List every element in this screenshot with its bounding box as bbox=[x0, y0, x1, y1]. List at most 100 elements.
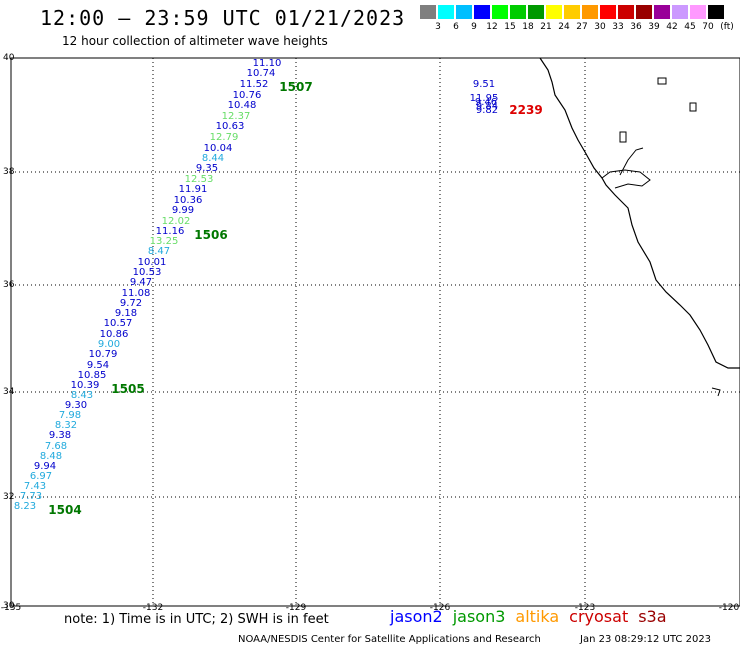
scale-label: 45 bbox=[684, 22, 696, 32]
wave-height-label: 9.54 bbox=[87, 360, 109, 371]
scale-swatch bbox=[456, 5, 472, 19]
wave-height-label: 10.63 bbox=[216, 121, 245, 132]
latitude-label: 30 bbox=[3, 601, 15, 611]
scale-swatch bbox=[672, 5, 688, 19]
wave-height-label: 10.86 bbox=[100, 329, 129, 340]
legend-s3a: s3a bbox=[638, 607, 667, 626]
latitude-label: 32 bbox=[3, 492, 14, 502]
wave-height-label: 11.91 bbox=[179, 184, 208, 195]
longitude-label: -126 bbox=[430, 603, 451, 613]
latitude-label: 34 bbox=[3, 387, 15, 397]
footer-note: note: 1) Time is in UTC; 2) SWH is in fe… bbox=[64, 612, 329, 627]
wave-height-label: 10.57 bbox=[104, 318, 133, 329]
wave-height-label: 11.95 bbox=[470, 93, 499, 104]
bay-inlet bbox=[619, 147, 644, 176]
wave-height-label: 9.00 bbox=[98, 339, 120, 350]
footer-timestamp: Jan 23 08:29:12 UTC 2023 bbox=[580, 634, 712, 645]
wave-height-label: 8.47 bbox=[148, 246, 170, 257]
legend-cryosat: cryosat bbox=[569, 607, 629, 626]
scale-swatch bbox=[636, 5, 652, 19]
wave-height-label: 12.53 bbox=[185, 174, 214, 185]
wave-height-label: 9.46 bbox=[475, 97, 497, 108]
longitude-label: -132 bbox=[143, 603, 163, 613]
wave-height-label: 8.48 bbox=[40, 451, 62, 462]
wave-height-label: 11.10 bbox=[253, 58, 282, 69]
pass-number-label: 1507 bbox=[279, 80, 312, 94]
wave-height-label: 10.85 bbox=[78, 370, 107, 381]
scale-swatch bbox=[618, 5, 634, 19]
longitude-label: -120 bbox=[719, 603, 740, 613]
scale-swatch bbox=[690, 5, 706, 19]
wave-height-label: 10.74 bbox=[247, 68, 276, 79]
pass-number-label: 1506 bbox=[194, 228, 227, 242]
longitude-label: -129 bbox=[286, 603, 307, 613]
wave-height-label: 6.97 bbox=[30, 471, 52, 482]
scale-label: 39 bbox=[648, 22, 660, 32]
wave-height-label: 9.94 bbox=[34, 461, 56, 472]
wave-height-label: 9.72 bbox=[120, 298, 142, 309]
map-subtitle: 12 hour collection of altimeter wave hei… bbox=[62, 34, 328, 48]
wave-height-label: 10.39 bbox=[71, 380, 100, 391]
wave-height-label: 11.16 bbox=[156, 226, 185, 237]
wave-height-label: 7.98 bbox=[59, 410, 81, 421]
scale-swatch bbox=[654, 5, 670, 19]
wave-track-points: 11.1010.7411.5210.7610.4812.3710.6312.79… bbox=[14, 58, 313, 517]
wave-height-label: 12.02 bbox=[162, 216, 191, 227]
scale-label: 33 bbox=[612, 22, 624, 32]
wave-height-label: 7.68 bbox=[45, 441, 67, 452]
wave-height-label: 9.84 bbox=[476, 101, 498, 112]
wave-height-label: 7.73 bbox=[20, 491, 42, 502]
scale-label: 42 bbox=[666, 22, 678, 32]
wave-height-label: 9.47 bbox=[130, 277, 152, 288]
scale-label: 30 bbox=[594, 22, 606, 32]
scale-swatch bbox=[600, 5, 616, 19]
latitude-label: 36 bbox=[3, 280, 15, 290]
legend-altika: altika bbox=[515, 607, 560, 626]
coast-line bbox=[539, 57, 740, 369]
pass-number-label: 2239 bbox=[509, 103, 542, 117]
wave-height-label: 10.76 bbox=[233, 90, 262, 101]
island-outline bbox=[711, 387, 721, 397]
wave-height-label: 8.23 bbox=[14, 501, 36, 512]
pass-number-label: 1504 bbox=[48, 503, 81, 517]
legend-jason2: jason2 bbox=[390, 607, 443, 626]
scale-label: 15 bbox=[504, 22, 516, 32]
scale-swatch bbox=[546, 5, 562, 19]
scale-label: 27 bbox=[576, 22, 588, 32]
scale-label: 9 bbox=[471, 22, 477, 32]
scale-swatch bbox=[582, 5, 598, 19]
scale-label: 3 bbox=[435, 22, 441, 32]
scale-swatch bbox=[420, 5, 436, 19]
scale-swatch bbox=[708, 5, 724, 19]
graticule bbox=[11, 58, 740, 606]
scale-label: 36 bbox=[630, 22, 642, 32]
wave-height-label: 9.51 bbox=[473, 79, 495, 90]
lake-outline bbox=[619, 131, 627, 143]
pass-number-label: 1505 bbox=[111, 382, 144, 396]
wave-height-label: 9.82 bbox=[476, 105, 498, 116]
scale-swatch bbox=[438, 5, 454, 19]
satellite-legend: jason2 jason3 altika cryosat s3a bbox=[390, 607, 677, 626]
scale-swatch bbox=[528, 5, 544, 19]
legend-jason3: jason3 bbox=[452, 607, 506, 626]
scale-label: 6 bbox=[453, 22, 459, 32]
scale-label: 12 bbox=[486, 22, 498, 32]
wave-height-label: 10.04 bbox=[204, 143, 233, 154]
wave-height-label: 10.48 bbox=[228, 100, 257, 111]
footer-credit: NOAA/NESDIS Center for Satellite Applica… bbox=[238, 634, 541, 645]
wave-height-label: 9.35 bbox=[196, 163, 218, 174]
lake-outline bbox=[657, 77, 667, 85]
coastline bbox=[539, 57, 740, 397]
wave-height-label: 8.44 bbox=[202, 153, 224, 164]
wave-height-label: 12.79 bbox=[210, 132, 239, 143]
coast-track-points: 9.51 11.959.469.849.82 2239 bbox=[470, 79, 543, 117]
wave-height-label: 10.36 bbox=[174, 195, 203, 206]
wave-height-label: 11.08 bbox=[122, 288, 151, 299]
latitude-label: 38 bbox=[3, 167, 15, 177]
scale-label: 21 bbox=[540, 22, 552, 32]
scale-label: 24 bbox=[558, 22, 570, 32]
map-title: 12:00 – 23:59 UTC 01/21/2023 bbox=[40, 6, 406, 30]
wave-height-label: 11.52 bbox=[240, 79, 269, 90]
scale-swatch bbox=[492, 5, 508, 19]
